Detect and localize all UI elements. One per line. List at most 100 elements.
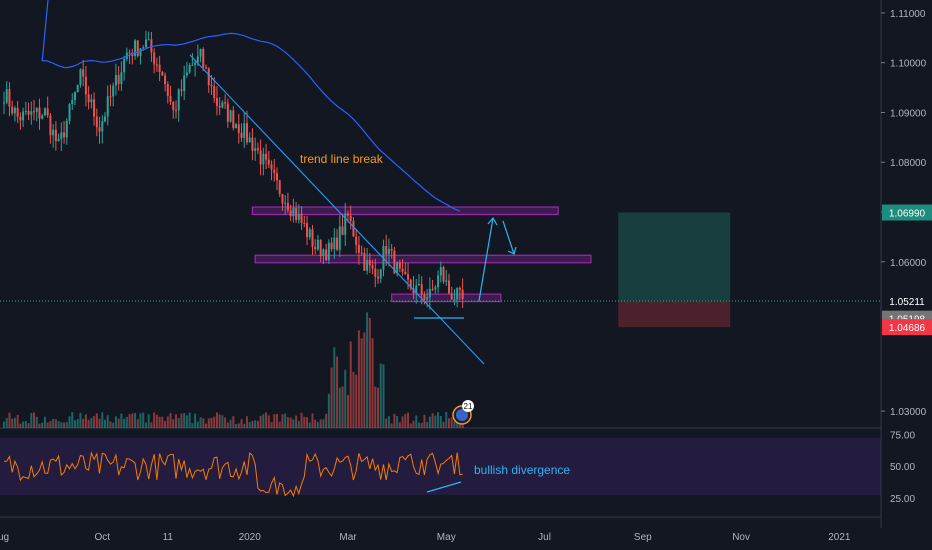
event-badge[interactable]: 21 [452, 400, 474, 425]
volume-bar [142, 412, 145, 428]
candle-body [458, 287, 461, 290]
volume-bar [11, 418, 14, 428]
candle-body [33, 111, 36, 113]
candle-body [437, 275, 440, 288]
volume-bar [172, 419, 175, 428]
price-tick-label: 1.03000 [890, 407, 927, 418]
target-price-tag: 1.06990 [889, 209, 926, 220]
zone-2[interactable] [254, 254, 592, 264]
earth-icon [456, 409, 468, 421]
candle-body [423, 294, 426, 300]
candle-body [330, 242, 333, 250]
volume-bar [240, 419, 243, 428]
volume-bar [278, 421, 281, 428]
candle-body [431, 288, 434, 290]
volume-bar [65, 421, 68, 428]
candle-body [177, 89, 180, 111]
candle-body [319, 239, 322, 257]
volume-bar [68, 416, 71, 428]
volume-bar [379, 363, 382, 428]
candle-body [60, 132, 63, 139]
position-profit-zone[interactable] [618, 212, 731, 302]
arrow-head-down [507, 246, 517, 255]
volume-bar [445, 412, 448, 428]
candle-body [194, 62, 197, 65]
moving-average-line[interactable] [41, 0, 461, 212]
volume-bar [188, 412, 191, 428]
position-loss-zone[interactable] [618, 301, 731, 328]
volume-bar [314, 419, 317, 428]
volume-bar [19, 423, 22, 428]
zone-1[interactable] [251, 206, 559, 216]
rsi-line[interactable] [3, 451, 463, 498]
candle-body [3, 102, 5, 104]
candle-body [357, 244, 360, 253]
candle-body [153, 52, 156, 65]
volume-bar [95, 413, 98, 428]
volume-bar [41, 422, 44, 428]
candle-body [142, 47, 145, 49]
candle-body [308, 229, 311, 238]
projection-path[interactable] [478, 216, 517, 302]
candle-body [5, 89, 8, 103]
volume-bar [155, 414, 158, 428]
price-tick-label: 1.10000 [890, 59, 927, 70]
candle-body [57, 138, 60, 141]
volume-bar [398, 422, 401, 428]
candle-body [232, 110, 235, 128]
volume-bar [229, 419, 232, 428]
volume-bar [423, 414, 426, 428]
price-tick-label: 1.11000 [890, 9, 926, 20]
candle-body [213, 85, 216, 99]
volume-bar [355, 374, 358, 428]
volume-bar [281, 414, 284, 428]
candle-body [322, 249, 325, 257]
volume-bar [396, 416, 399, 428]
candle-body [300, 213, 303, 224]
candle-body [104, 116, 107, 122]
volume-bar [387, 416, 390, 428]
candle-body [349, 215, 352, 221]
volume-bar [147, 414, 150, 428]
volume-bar [276, 414, 278, 428]
candle-body [338, 226, 341, 250]
volume-bar [82, 418, 85, 428]
candle-body [385, 245, 388, 255]
volume-bar [393, 413, 396, 428]
candle-body [426, 297, 429, 300]
volume-bar [385, 418, 388, 428]
candle-body [240, 132, 243, 138]
candle-body [123, 59, 126, 73]
volume-bar [363, 332, 366, 428]
candle-body [166, 84, 169, 96]
volume-bar [256, 420, 259, 428]
rsi-axis[interactable]: 75.00 50.00 25.00 [890, 430, 915, 505]
candle-body [221, 102, 224, 108]
volume-bar [202, 418, 205, 428]
candle-body [95, 116, 98, 128]
candle-body [442, 267, 445, 282]
candle-body [316, 239, 319, 250]
candle-body [248, 137, 251, 143]
candle-body [188, 65, 191, 73]
divergence-line[interactable] [426, 481, 462, 493]
candle-body [270, 164, 273, 170]
volume-bar [303, 416, 306, 428]
trend-line[interactable] [189, 54, 485, 365]
volume-bar [371, 338, 374, 428]
volume-bar [366, 312, 369, 428]
volume-bar [98, 418, 101, 428]
trend-break-note[interactable]: trend line break [300, 152, 384, 166]
candle-body [172, 101, 175, 111]
candle-body [117, 75, 120, 84]
candle-body [128, 52, 131, 54]
time-axis[interactable]: ug Oct 11 2020 Mar May Jul Sep Nov 2021 [0, 532, 851, 543]
volume-bar [38, 423, 41, 428]
divergence-note[interactable]: bullish divergence [474, 463, 570, 477]
candle-body [8, 89, 11, 107]
time-tick-label: Nov [732, 532, 750, 543]
zone-3[interactable] [391, 293, 502, 303]
candle-body [43, 108, 46, 116]
candle-body [387, 248, 390, 255]
